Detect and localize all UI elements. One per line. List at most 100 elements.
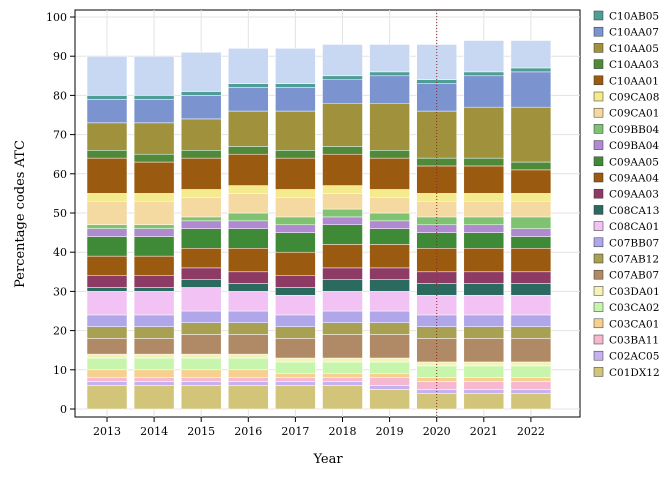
- legend-swatch: [593, 172, 604, 183]
- x-tick-label: 2021: [470, 425, 498, 438]
- y-tick-label: 40: [53, 246, 67, 259]
- bar-segment: [133, 357, 175, 371]
- bar-segment: [322, 102, 363, 147]
- bar-segment: [228, 185, 269, 194]
- bar-segment: [416, 165, 457, 194]
- bar-segment: [180, 353, 222, 359]
- bar-segment: [180, 216, 222, 222]
- x-axis-title: Year: [312, 452, 343, 467]
- bar-segment: [228, 353, 269, 359]
- bar-segment: [275, 157, 316, 190]
- bar-segment: [86, 157, 128, 194]
- bar-segment: [510, 283, 552, 296]
- legend-label: C10AA05: [609, 43, 659, 55]
- legend-swatch: [593, 318, 604, 329]
- bar-segment: [416, 361, 457, 367]
- bar-segment: [180, 118, 222, 151]
- legend-swatch: [593, 367, 604, 377]
- bar-segment: [133, 236, 175, 257]
- bar-segment: [133, 291, 175, 316]
- y-axis-title: Percentage codes ATC: [13, 140, 28, 288]
- bar-segment: [86, 255, 128, 276]
- y-tick-label: 10: [53, 364, 67, 377]
- legend-label: C08CA01: [609, 221, 659, 233]
- legend-swatch: [593, 350, 604, 361]
- legend-label: C10AB05: [609, 11, 659, 23]
- bar-segment: [416, 232, 457, 249]
- bar-segment: [322, 216, 363, 226]
- bar-segment: [275, 232, 316, 253]
- bar-segment: [275, 189, 316, 198]
- y-tick-label: 50: [53, 207, 67, 220]
- bar-segment: [228, 48, 269, 84]
- bar-segment: [463, 361, 505, 367]
- bar-segment: [322, 385, 363, 410]
- bar-segment: [275, 48, 316, 84]
- bar-segment: [228, 381, 269, 386]
- legend-swatch: [593, 237, 604, 248]
- bar-segment: [510, 377, 552, 382]
- bar-segment: [180, 385, 222, 410]
- bar-segment: [275, 110, 316, 151]
- legend-swatch: [593, 59, 604, 69]
- bar-segment: [322, 279, 363, 292]
- bar-segment: [86, 381, 128, 386]
- bar-segment: [275, 216, 316, 226]
- bar-segment: [133, 228, 175, 237]
- bar-segment: [86, 369, 128, 378]
- bar-segment: [510, 389, 552, 394]
- bar-segment: [369, 357, 410, 363]
- bar-segment: [369, 291, 410, 312]
- legend-swatch: [593, 91, 604, 102]
- bar-segment: [86, 200, 128, 226]
- bar-segment: [86, 275, 128, 288]
- bar-segment: [369, 310, 410, 324]
- bar-segment: [322, 208, 363, 218]
- legend-swatch: [593, 26, 604, 37]
- bar-segment: [463, 326, 505, 339]
- legend-label: C03BA11: [609, 335, 659, 347]
- bar-segment: [369, 157, 410, 190]
- legend-label: C09AA04: [609, 173, 659, 185]
- bar-segment: [86, 193, 128, 202]
- bar-segment: [228, 83, 269, 88]
- bar-segment: [133, 193, 175, 202]
- bar-segment: [180, 310, 222, 324]
- bar-segment: [463, 106, 505, 159]
- bar-segment: [463, 157, 505, 167]
- bar-segment: [228, 110, 269, 147]
- bar-segment: [510, 67, 552, 73]
- bar-segment: [133, 95, 175, 100]
- bar-segment: [416, 224, 457, 233]
- bar-segment: [228, 369, 269, 378]
- bar-segment: [275, 357, 316, 363]
- legend-swatch: [593, 269, 604, 280]
- bar-segment: [275, 251, 316, 276]
- bar-segment: [322, 79, 363, 104]
- x-tick-label: 2016: [234, 425, 262, 438]
- bar-segment: [322, 224, 363, 245]
- bar-segment: [86, 228, 128, 237]
- bar-segment: [133, 338, 175, 355]
- bar-segment: [463, 271, 505, 284]
- bar-segment: [322, 373, 363, 378]
- bar-segment: [86, 95, 128, 100]
- bar-segment: [133, 153, 175, 163]
- legend-swatch: [593, 10, 604, 21]
- bar-segment: [133, 377, 175, 382]
- bar-segment: [463, 193, 505, 202]
- bar-segment: [510, 338, 552, 363]
- bar-segment: [463, 224, 505, 233]
- bar-segment: [463, 389, 505, 394]
- bar-segment: [275, 326, 316, 339]
- bar-segment: [275, 385, 316, 410]
- bar-segment: [180, 334, 222, 355]
- bar-segment: [275, 381, 316, 386]
- bar-segment: [275, 373, 316, 378]
- y-tick-label: 100: [46, 11, 67, 24]
- legend-label: C09CA08: [609, 92, 659, 104]
- bar-segment: [463, 216, 505, 226]
- bar-segment: [228, 228, 269, 249]
- legend-label: C10AA07: [609, 27, 659, 39]
- x-tick-label: 2020: [423, 425, 451, 438]
